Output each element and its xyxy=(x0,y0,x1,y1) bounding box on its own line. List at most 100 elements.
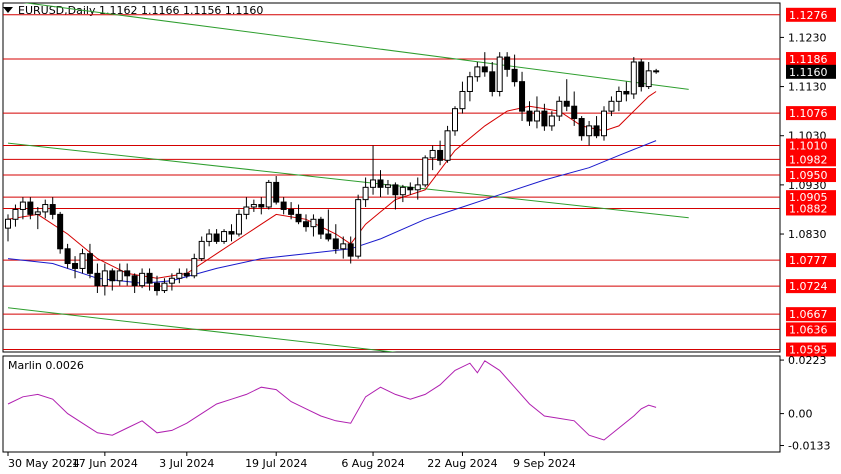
candle-bull-body xyxy=(466,76,473,92)
candle-bull-body xyxy=(533,110,540,122)
candle xyxy=(593,116,600,139)
level-price-label: 1.0950 xyxy=(789,169,828,182)
candle xyxy=(12,204,19,227)
candle-bull-body xyxy=(116,270,123,282)
candle xyxy=(384,179,391,195)
candle xyxy=(116,263,123,286)
candle xyxy=(235,209,242,237)
candle-bear-body xyxy=(72,263,79,269)
current-price-label: 1.1160 xyxy=(789,66,828,79)
candle xyxy=(131,273,138,294)
candle-bull-body xyxy=(556,100,563,117)
osc-tick-label: -0.0133 xyxy=(788,440,830,453)
level-price-tag xyxy=(786,152,836,167)
candle xyxy=(422,155,429,188)
trend-line xyxy=(7,307,397,352)
level-price-tag xyxy=(786,190,836,205)
collapse-triangle-icon[interactable] xyxy=(3,7,13,13)
level-price-label: 1.1186 xyxy=(789,53,828,66)
candle xyxy=(355,194,362,259)
y-tick-label: 1.1230 xyxy=(788,31,827,44)
candle-bull-body xyxy=(250,204,257,208)
candle xyxy=(437,140,444,166)
candle-bull-body xyxy=(384,184,391,188)
candle xyxy=(608,96,615,117)
candle xyxy=(444,125,451,163)
candle xyxy=(213,229,220,244)
level-price-tag xyxy=(786,106,836,121)
candle-bear-body xyxy=(64,248,71,265)
candle-bull-body xyxy=(474,66,481,78)
level-price-label: 1.1076 xyxy=(789,107,828,120)
level-price-label: 1.0882 xyxy=(789,202,828,215)
candle xyxy=(466,71,473,102)
candle-bull-body xyxy=(310,218,317,228)
candle-bull-body xyxy=(34,211,41,215)
candle-bear-body xyxy=(377,179,384,188)
candle xyxy=(399,184,406,203)
y-tick-label: 1.1130 xyxy=(788,81,827,94)
ma-slow-line xyxy=(7,140,657,284)
candle-bear-body xyxy=(437,149,444,161)
candle-bull-body xyxy=(168,277,175,284)
candle xyxy=(332,224,339,254)
level-price-tag xyxy=(786,201,836,216)
candle-bear-body xyxy=(86,253,93,274)
candle-bull-body xyxy=(548,115,555,127)
candle-bear-body xyxy=(258,204,265,208)
candle-bull-body xyxy=(79,253,86,269)
candle-bull-body xyxy=(235,213,242,235)
symbol-line: EURUSD,Daily 1.1162 1.1166 1.1156 1.1160 xyxy=(18,4,264,17)
x-tick-label: 19 Jul 2024 xyxy=(245,457,307,470)
osc-tick-label: 0.0223 xyxy=(788,354,827,367)
candle-bull-body xyxy=(601,110,607,137)
candle xyxy=(310,214,317,237)
candle-bull-body xyxy=(362,186,369,201)
candle-bear-body xyxy=(489,71,496,92)
candle-bull-body xyxy=(586,125,593,137)
main-plot-frame xyxy=(2,2,781,353)
candle-bull-body xyxy=(355,199,362,257)
x-tick-label: 9 Sep 2024 xyxy=(513,457,576,470)
level-price-tag xyxy=(786,307,836,322)
candle xyxy=(407,182,414,195)
candle xyxy=(27,197,34,220)
candle xyxy=(563,79,570,112)
level-price-label: 1.0667 xyxy=(789,308,828,321)
candle-bull-body xyxy=(444,130,451,161)
candle-bull-body xyxy=(191,258,198,277)
candle-bull-body xyxy=(615,90,622,102)
candle xyxy=(64,243,71,269)
x-tick-label: 22 Aug 2024 xyxy=(427,457,497,470)
level-price-label: 1.0777 xyxy=(789,254,828,267)
candle xyxy=(638,59,645,92)
indicator-label: Marlin 0.0026 xyxy=(8,359,84,372)
candle-bull-body xyxy=(42,204,49,213)
candle xyxy=(5,214,11,242)
candle xyxy=(57,211,64,254)
candle xyxy=(362,177,369,207)
candle-bear-body xyxy=(213,233,220,242)
candle xyxy=(623,81,630,102)
candle xyxy=(459,81,466,114)
x-tick-label: 30 May 2024 xyxy=(8,457,80,470)
x-tick-label: 6 Aug 2024 xyxy=(341,457,404,470)
candle-bear-body xyxy=(504,56,511,70)
trend-line xyxy=(22,3,689,90)
candle-bear-body xyxy=(332,238,339,250)
trend-line xyxy=(7,142,689,219)
candle xyxy=(526,101,533,126)
candle-bear-body xyxy=(541,110,548,127)
candle xyxy=(288,202,295,220)
candle xyxy=(325,209,332,242)
candle-bull-body xyxy=(608,100,615,112)
candle xyxy=(541,103,548,131)
level-price-tag xyxy=(786,342,836,357)
oscillator-line xyxy=(7,360,657,441)
candle xyxy=(124,263,131,286)
candle xyxy=(347,236,354,264)
candle-bear-body xyxy=(347,243,354,257)
candle xyxy=(645,61,652,90)
candle-bull-body xyxy=(221,231,228,242)
